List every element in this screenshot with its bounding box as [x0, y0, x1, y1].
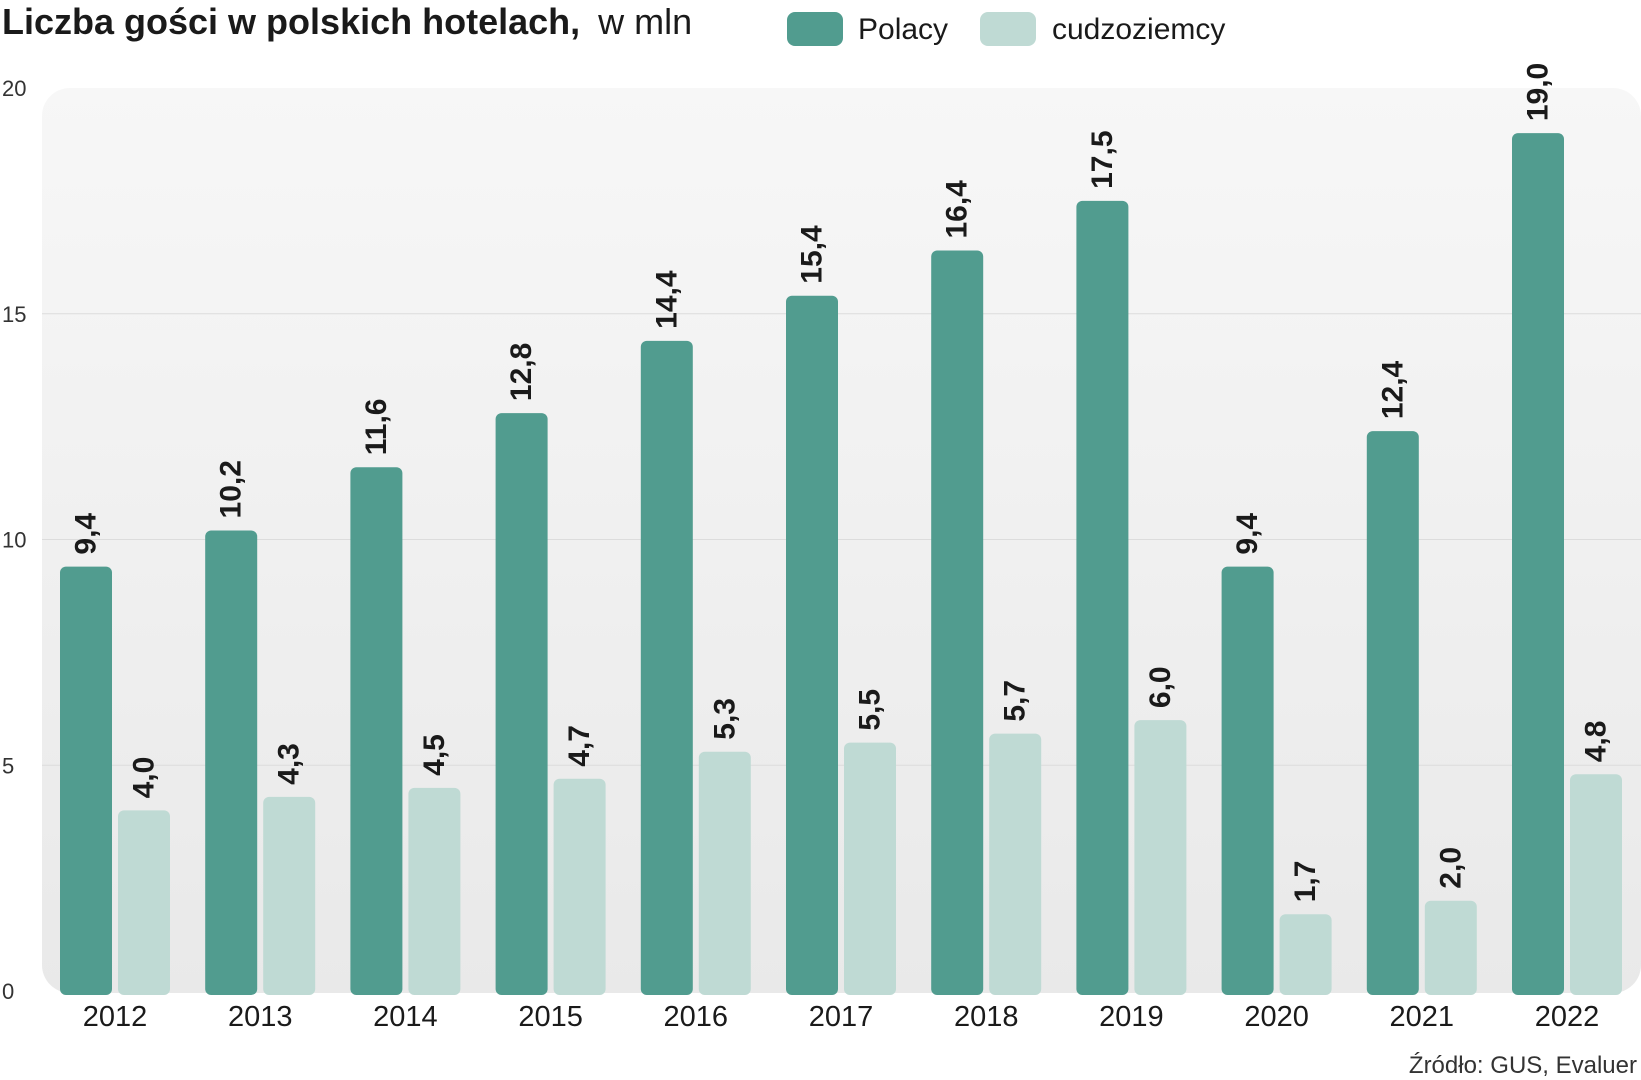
data-label-cudzoziemcy-2022: 4,8	[1580, 721, 1613, 763]
chart-title: Liczba gości w polskich hotelach, w mln	[2, 1, 692, 42]
bars	[60, 133, 1622, 996]
legend-label-polacy: Polacy	[858, 13, 948, 46]
legend-swatch-cudzoziemcy	[980, 12, 1036, 46]
data-label-cudzoziemcy-2019: 6,0	[1144, 666, 1177, 708]
bar-polacy-2013	[205, 530, 258, 995]
bar-cudzoziemcy-2016	[698, 751, 751, 995]
x-tick-label: 2013	[228, 1001, 293, 1033]
bar-polacy-2016	[640, 340, 693, 996]
bar-cudzoziemcy-2018	[989, 733, 1042, 995]
y-tick-label: 10	[2, 528, 26, 553]
data-label-cudzoziemcy-2021: 2,0	[1434, 847, 1467, 889]
data-label-polacy-2012: 9,4	[70, 513, 103, 555]
bar-polacy-2017	[786, 295, 838, 995]
data-label-cudzoziemcy-2015: 4,7	[563, 725, 596, 767]
y-tick-label: 0	[2, 979, 14, 1004]
legend-label-cudzoziemcy: cudzoziemcy	[1052, 13, 1225, 46]
y-tick-label: 20	[2, 76, 26, 101]
data-label-polacy-2019: 17,5	[1086, 130, 1119, 188]
bar-cudzoziemcy-2022	[1570, 774, 1622, 995]
y-tick-label: 5	[2, 753, 14, 778]
data-label-polacy-2014: 11,6	[360, 399, 393, 456]
data-label-polacy-2022: 19,0	[1522, 63, 1555, 121]
source-note: Źródło: GUS, Evaluer	[1409, 1052, 1637, 1079]
bar-cudzoziemcy-2020	[1279, 914, 1332, 995]
bar-polacy-2022	[1512, 133, 1564, 995]
bar-polacy-2021	[1366, 431, 1419, 995]
y-axis-ticks: 0 5 10 15 20	[2, 76, 26, 1004]
bar-polacy-2018	[931, 250, 984, 996]
bar-cudzoziemcy-2015	[553, 778, 606, 995]
bar-cudzoziemcy-2021	[1424, 900, 1477, 995]
data-label-polacy-2018: 16,4	[941, 180, 974, 239]
bar-cudzoziemcy-2013	[263, 796, 316, 995]
data-label-polacy-2015: 12,8	[505, 343, 538, 401]
bar-polacy-2019	[1076, 200, 1129, 995]
data-label-polacy-2020: 9,4	[1231, 513, 1264, 555]
data-label-cudzoziemcy-2020: 1,7	[1289, 861, 1322, 903]
bar-polacy-2020	[1221, 566, 1274, 995]
bar-polacy-2015	[495, 413, 548, 996]
data-label-cudzoziemcy-2016: 5,3	[708, 698, 741, 740]
bar-cudzoziemcy-2019	[1134, 720, 1187, 995]
data-labels: 9,4 4,0 10,2 4,3 11,6 4,5 12,8 4,7 14,4 5,3 15,4 5,…	[70, 63, 1613, 902]
x-tick-label: 2019	[1099, 1001, 1164, 1033]
data-label-polacy-2013: 10,2	[215, 460, 248, 518]
bar-cudzoziemcy-2017	[844, 742, 896, 995]
x-tick-label: 2015	[518, 1001, 583, 1033]
x-tick-label: 2018	[954, 1001, 1019, 1033]
legend-swatch-polacy	[787, 12, 843, 46]
x-tick-label: 2020	[1244, 1001, 1309, 1033]
data-label-cudzoziemcy-2013: 4,3	[273, 743, 306, 785]
y-tick-label: 15	[2, 302, 26, 327]
x-tick-label: 2016	[664, 1001, 729, 1033]
x-tick-label: 2017	[809, 1001, 874, 1033]
chart-title-unit: w mln	[597, 1, 692, 42]
x-tick-label: 2012	[83, 1001, 148, 1033]
data-label-polacy-2017: 15,4	[796, 225, 829, 284]
data-label-polacy-2021: 12,4	[1376, 360, 1409, 419]
chart-title-main: Liczba gości w polskich hotelach,	[2, 1, 580, 42]
x-axis-ticks: 2012 2013 2014 2015 2016 2017 2018 2019 2020 2021…	[83, 1001, 1600, 1033]
legend: Polacy cudzoziemcy	[787, 12, 1225, 46]
data-label-cudzoziemcy-2017: 5,5	[854, 689, 887, 731]
data-label-cudzoziemcy-2012: 4,0	[128, 757, 161, 799]
bar-polacy-2012	[60, 566, 112, 995]
data-label-cudzoziemcy-2018: 5,7	[999, 680, 1032, 722]
x-tick-label: 2022	[1535, 1001, 1600, 1033]
bar-cudzoziemcy-2014	[408, 787, 461, 995]
data-label-cudzoziemcy-2014: 4,5	[418, 734, 451, 776]
x-tick-label: 2021	[1390, 1001, 1455, 1033]
x-tick-label: 2014	[373, 1001, 438, 1033]
bar-cudzoziemcy-2012	[118, 810, 170, 995]
bar-polacy-2014	[350, 467, 403, 995]
data-label-polacy-2016: 14,4	[650, 270, 683, 329]
